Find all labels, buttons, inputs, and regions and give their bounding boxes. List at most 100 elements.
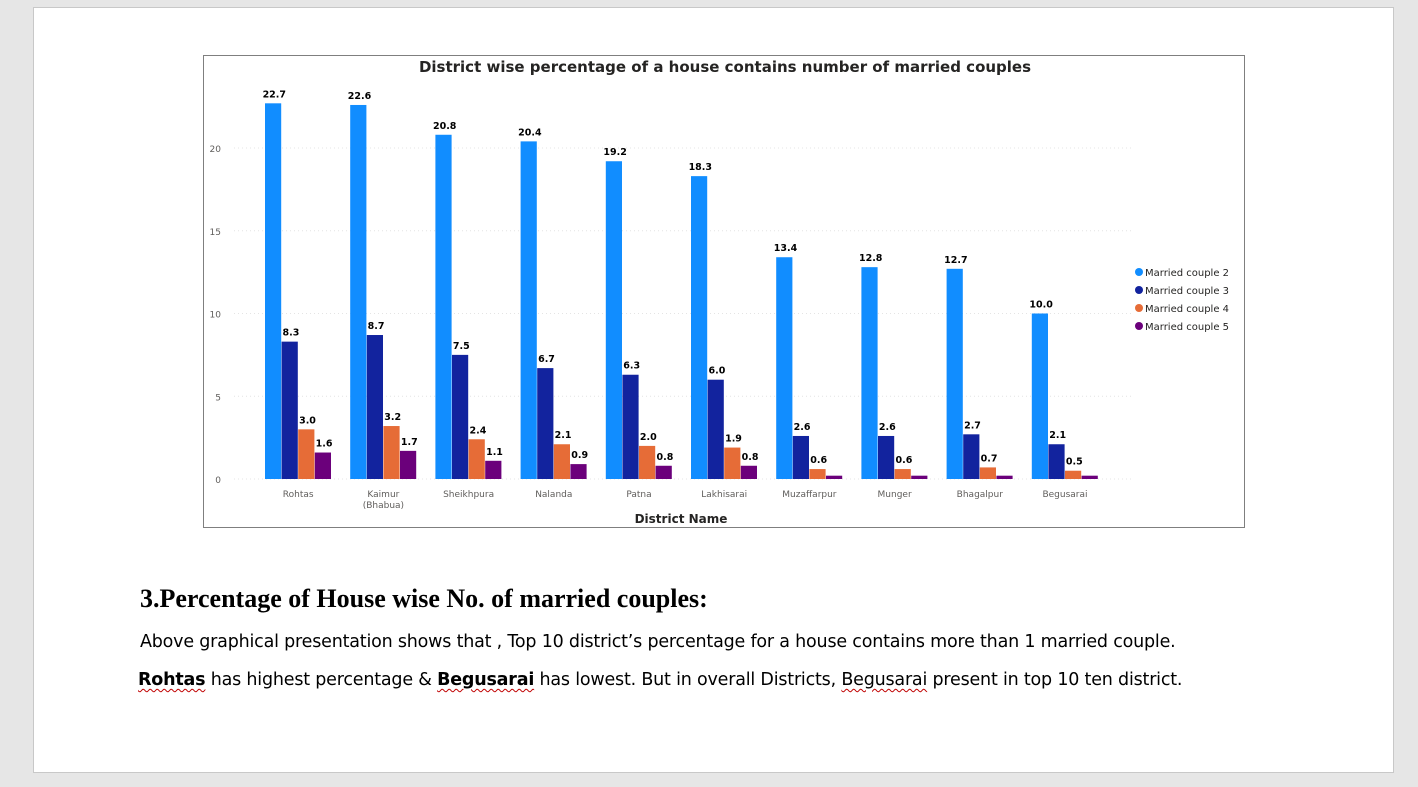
x-tick-label: Lakhisarai xyxy=(701,490,747,500)
data-label: 0.5 xyxy=(1066,457,1083,468)
bar xyxy=(1048,444,1065,479)
bar xyxy=(826,475,843,479)
bar xyxy=(1081,475,1098,479)
data-label: 1.1 xyxy=(486,447,503,458)
legend-marker xyxy=(1135,304,1143,312)
bar xyxy=(724,447,741,479)
legend-label: Married couple 3 xyxy=(1145,286,1229,297)
bar xyxy=(911,475,928,479)
data-label: 2.4 xyxy=(469,425,486,436)
bar xyxy=(485,460,502,479)
data-label: 22.7 xyxy=(263,89,286,100)
data-label: 12.8 xyxy=(859,253,883,264)
x-tick-label: Kaimur xyxy=(367,490,399,500)
bar xyxy=(979,467,996,479)
legend-marker xyxy=(1135,268,1143,276)
data-label: 2.7 xyxy=(964,420,981,431)
data-label: 3.0 xyxy=(299,415,316,426)
data-label: 6.3 xyxy=(623,361,640,372)
bar-chart: District wise percentage of a house cont… xyxy=(210,58,1230,526)
data-label: 6.0 xyxy=(708,366,725,377)
bar xyxy=(383,426,400,479)
data-label: 13.4 xyxy=(774,243,798,254)
x-tick-label: Munger xyxy=(878,490,912,500)
data-label: 2.1 xyxy=(1049,430,1066,441)
bar xyxy=(809,469,826,479)
bar xyxy=(605,161,622,479)
y-tick-label: 15 xyxy=(210,228,221,238)
bar xyxy=(1065,470,1082,479)
data-label: 12.7 xyxy=(944,255,967,266)
para2-text-b: has lowest. But in overall Districts, xyxy=(534,670,842,690)
legend-label: Married couple 5 xyxy=(1145,322,1229,333)
bar xyxy=(314,452,331,479)
bar xyxy=(878,435,895,479)
data-label: 8.3 xyxy=(282,328,299,339)
bar xyxy=(691,176,708,479)
bar xyxy=(622,374,639,479)
bar xyxy=(350,104,367,479)
y-tick-label: 5 xyxy=(215,393,221,403)
legend-marker xyxy=(1135,286,1143,294)
begusarai-word-2: Begusarai xyxy=(841,670,928,690)
y-tick-label: 20 xyxy=(210,145,222,155)
data-label: 0.8 xyxy=(656,452,673,463)
bar xyxy=(468,439,485,479)
legend-marker xyxy=(1135,322,1143,330)
bar xyxy=(655,465,672,479)
begusarai-word: Begusarai xyxy=(437,670,535,690)
bar xyxy=(520,141,537,479)
bar xyxy=(281,341,298,479)
bar xyxy=(861,267,878,479)
data-label: 2.0 xyxy=(640,432,657,443)
data-label: 2.6 xyxy=(794,422,811,433)
bar xyxy=(740,465,757,479)
data-label: 0.6 xyxy=(895,455,912,466)
data-label: 1.7 xyxy=(401,437,418,448)
paragraph-1: Above graphical presentation shows that … xyxy=(140,632,1176,652)
data-label: 20.8 xyxy=(433,121,457,132)
data-label: 6.7 xyxy=(538,354,555,365)
data-label: 10.0 xyxy=(1029,300,1053,311)
bar xyxy=(996,475,1013,479)
section-heading: 3.Percentage of House wise No. of marrie… xyxy=(140,584,708,613)
rohtas-word: Rohtas xyxy=(138,670,206,690)
bar xyxy=(570,464,587,479)
bar xyxy=(1031,313,1048,479)
bar xyxy=(776,257,793,479)
bar xyxy=(894,469,911,479)
bar xyxy=(963,434,980,479)
x-tick-label: Bhagalpur xyxy=(957,490,1004,500)
bar xyxy=(265,103,282,479)
bar xyxy=(435,134,452,479)
data-label: 0.6 xyxy=(810,455,827,466)
y-tick-label: 10 xyxy=(210,311,222,321)
x-axis-label: District Name xyxy=(635,512,728,526)
data-label: 20.4 xyxy=(518,127,542,138)
para2-text-a: has highest percentage & xyxy=(205,670,438,690)
x-tick-label: (Bhabua) xyxy=(363,501,404,511)
bar xyxy=(639,445,656,479)
data-label: 2.1 xyxy=(555,430,572,441)
x-tick-label: Muzaffarpur xyxy=(782,490,837,500)
para2-text-c: present in top 10 ten district. xyxy=(927,670,1183,690)
bar xyxy=(553,444,570,479)
data-label: 19.2 xyxy=(603,147,626,158)
data-label: 0.8 xyxy=(742,452,759,463)
data-label: 1.9 xyxy=(725,434,742,445)
legend-label: Married couple 4 xyxy=(1145,304,1229,315)
legend-label: Married couple 2 xyxy=(1145,268,1229,279)
bar xyxy=(946,268,963,479)
bar xyxy=(537,368,554,479)
x-tick-label: Rohtas xyxy=(283,490,314,500)
x-tick-label: Sheikhpura xyxy=(443,490,494,500)
data-label: 18.3 xyxy=(689,162,712,173)
data-label: 2.6 xyxy=(879,422,896,433)
bar xyxy=(400,450,417,479)
document-page: District wise percentage of a house cont… xyxy=(33,7,1394,773)
data-label: 7.5 xyxy=(453,341,470,352)
paragraph-2: Rohtas has highest percentage & Begusara… xyxy=(138,670,1182,690)
data-label: 1.6 xyxy=(316,439,333,450)
bar xyxy=(298,429,315,479)
y-tick-label: 0 xyxy=(215,476,221,486)
